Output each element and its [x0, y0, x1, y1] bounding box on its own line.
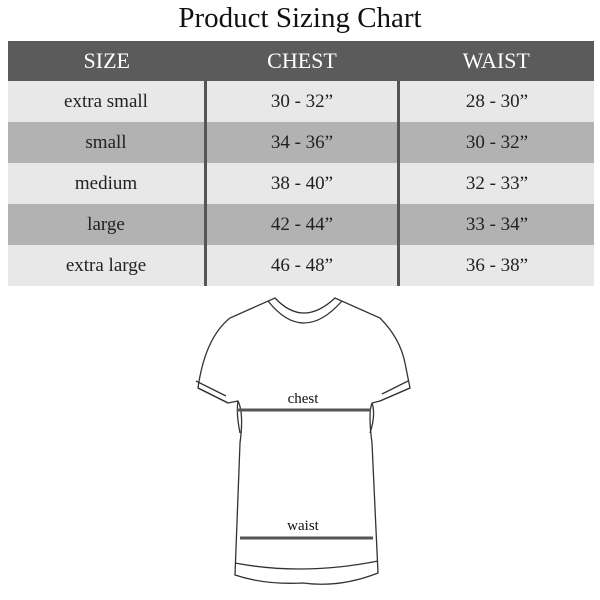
waist-cell: 36 - 38”: [397, 245, 594, 286]
size-cell: extra large: [8, 245, 206, 286]
size-cell: medium: [8, 163, 206, 204]
chest-cell: 30 - 32”: [204, 81, 399, 122]
page-title: Product Sizing Chart: [178, 2, 422, 34]
chest-label: chest: [288, 391, 320, 407]
table-row: large 42 - 44” 33 - 34”: [8, 204, 594, 245]
size-cell: extra small: [8, 81, 206, 122]
table-row: medium 38 - 40” 32 - 33”: [8, 163, 594, 204]
waist-cell: 30 - 32”: [397, 122, 594, 163]
chest-cell: 38 - 40”: [204, 163, 399, 204]
size-cell: large: [8, 204, 206, 245]
tshirt-outline: [195, 297, 411, 585]
chest-cell: 42 - 44”: [204, 204, 399, 245]
tshirt-diagram: chest waist: [195, 297, 411, 585]
waist-cell: 28 - 30”: [397, 81, 594, 122]
table-row: extra small 30 - 32” 28 - 30”: [8, 81, 594, 122]
chest-cell: 34 - 36”: [204, 122, 399, 163]
chest-cell: 46 - 48”: [204, 245, 399, 286]
table-row: small 34 - 36” 30 - 32”: [8, 122, 594, 163]
table-header: SIZE CHEST WAIST: [8, 41, 594, 81]
table-row: extra large 46 - 48” 36 - 38”: [8, 245, 594, 286]
waist-cell: 33 - 34”: [397, 204, 594, 245]
waist-label: waist: [287, 518, 319, 534]
header-chest: CHEST: [205, 41, 399, 81]
size-table: SIZE CHEST WAIST extra small 30 - 32” 28…: [8, 41, 594, 286]
header-waist: WAIST: [398, 41, 594, 81]
waist-cell: 32 - 33”: [397, 163, 594, 204]
header-size: SIZE: [8, 41, 206, 81]
size-cell: small: [8, 122, 206, 163]
